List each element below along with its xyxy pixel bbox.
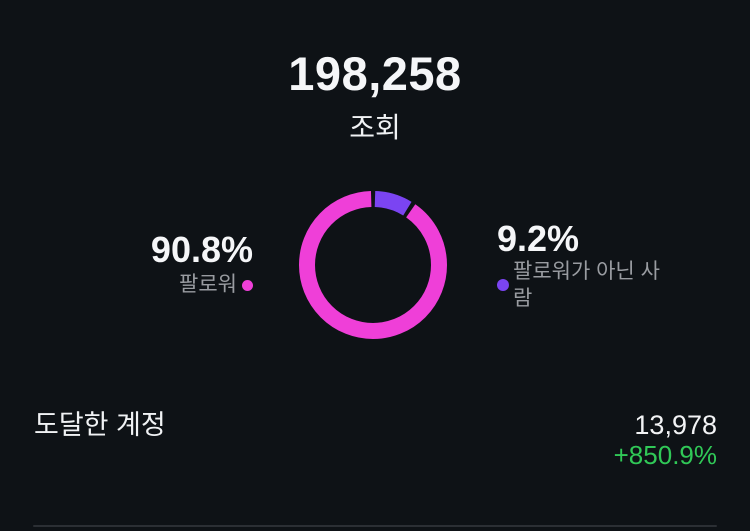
total-views-metric-label: 조회: [349, 112, 401, 143]
donut-chart-svg: [299, 191, 447, 339]
legend-non-followers: 9.2% 팔로워가 아닌 사람: [497, 220, 675, 312]
non-followers-label: 팔로워가 아닌 사람: [513, 260, 660, 310]
legend-followers: 90.8% 팔로워: [151, 231, 253, 298]
accounts-reached-values: 13,978 +850.9%: [614, 410, 717, 469]
followers-dot-icon: [242, 279, 253, 291]
donut-slice: [299, 191, 447, 339]
followers-label: 팔로워: [179, 273, 237, 296]
donut-chart: [299, 191, 447, 339]
accounts-reached-value: 13,978: [634, 410, 717, 440]
non-followers-label-row: 팔로워가 아닌 사람: [497, 258, 675, 312]
followers-label-row: 팔로워: [151, 272, 253, 298]
followers-percent: 90.8%: [150, 229, 253, 270]
row-divider: [33, 525, 717, 527]
non-followers-percent: 9.2%: [497, 218, 580, 259]
accounts-reached-row[interactable]: 도달한 계정 13,978 +850.9%: [34, 410, 717, 469]
accounts-reached-label: 도달한 계정: [34, 410, 166, 440]
non-followers-dot-icon: [497, 279, 509, 291]
total-views-value: 198,258: [288, 47, 462, 100]
accounts-reached-change: +850.9%: [613, 440, 717, 470]
